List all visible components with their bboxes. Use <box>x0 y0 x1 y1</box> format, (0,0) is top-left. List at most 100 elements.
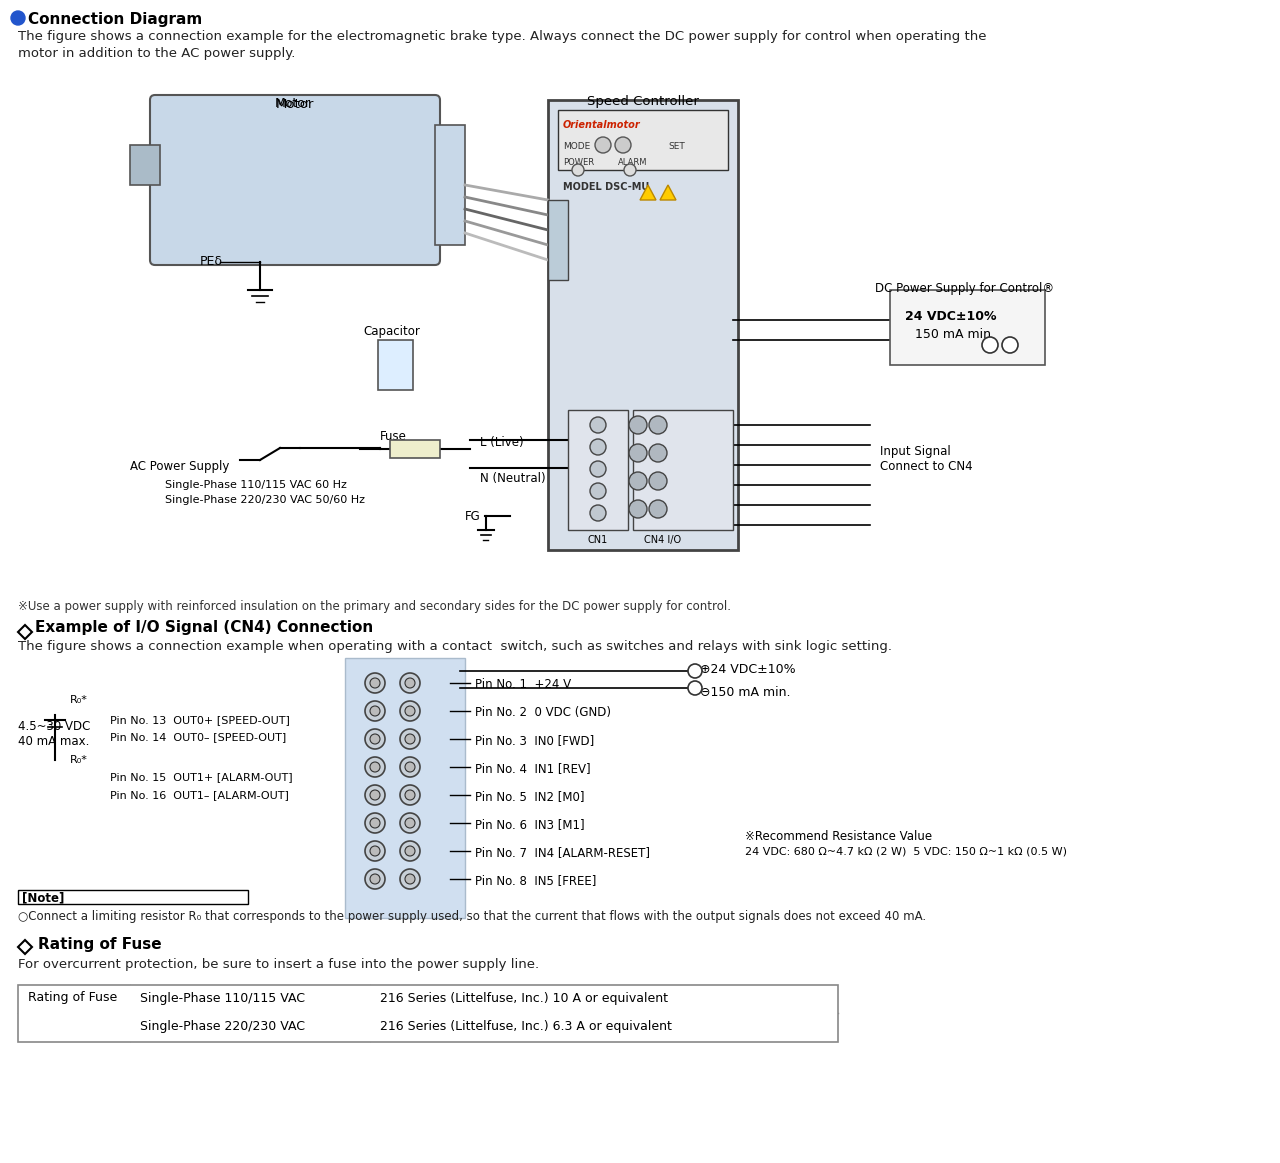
Text: 24 VDC: 680 Ω~4.7 kΩ (2 W)  5 VDC: 150 Ω~1 kΩ (0.5 W): 24 VDC: 680 Ω~4.7 kΩ (2 W) 5 VDC: 150 Ω~… <box>745 847 1068 857</box>
Circle shape <box>404 846 415 856</box>
Text: Pin No. 4  IN1 [REV]: Pin No. 4 IN1 [REV] <box>475 762 590 775</box>
Circle shape <box>649 444 667 462</box>
Text: Orientalmotor: Orientalmotor <box>563 120 640 130</box>
Circle shape <box>590 418 605 433</box>
Text: R₀*: R₀* <box>70 695 88 705</box>
Text: The figure shows a connection example for the electromagnetic brake type. Always: The figure shows a connection example fo… <box>18 30 987 43</box>
Circle shape <box>689 682 701 695</box>
Text: Motor: Motor <box>275 97 311 110</box>
Circle shape <box>370 706 380 716</box>
Text: The figure shows a connection example when operating with a contact  switch, suc: The figure shows a connection example wh… <box>18 640 892 652</box>
Circle shape <box>401 785 420 805</box>
Polygon shape <box>660 185 676 200</box>
Circle shape <box>401 813 420 833</box>
Circle shape <box>572 164 584 176</box>
Circle shape <box>365 673 385 693</box>
Circle shape <box>404 706 415 716</box>
Text: Single-Phase 220/230 VAC: Single-Phase 220/230 VAC <box>140 1020 305 1033</box>
Circle shape <box>404 762 415 772</box>
Circle shape <box>404 790 415 800</box>
Text: For overcurrent protection, be sure to insert a fuse into the power supply line.: For overcurrent protection, be sure to i… <box>18 958 539 971</box>
Text: Connect to CN4: Connect to CN4 <box>881 461 973 473</box>
Circle shape <box>370 875 380 884</box>
Text: 216 Series (Littelfuse, Inc.) 10 A or equivalent: 216 Series (Littelfuse, Inc.) 10 A or eq… <box>380 992 668 1005</box>
Text: 150 mA min.: 150 mA min. <box>915 328 995 341</box>
Circle shape <box>625 164 636 176</box>
Text: L (Live): L (Live) <box>480 436 524 449</box>
Circle shape <box>982 337 998 354</box>
Text: Pin No. 7  IN4 [ALARM-RESET]: Pin No. 7 IN4 [ALARM-RESET] <box>475 846 650 859</box>
Bar <box>558 110 728 170</box>
Circle shape <box>365 757 385 777</box>
Circle shape <box>649 500 667 518</box>
Circle shape <box>365 729 385 749</box>
Bar <box>378 340 413 390</box>
Circle shape <box>614 137 631 154</box>
Text: Pin No. 3  IN0 [FWD]: Pin No. 3 IN0 [FWD] <box>475 734 594 747</box>
Polygon shape <box>18 940 32 954</box>
Text: Pin No. 1  +24 V: Pin No. 1 +24 V <box>475 678 571 691</box>
Text: Capacitor: Capacitor <box>364 324 420 338</box>
Text: Connection Diagram: Connection Diagram <box>28 12 202 27</box>
Text: AC Power Supply: AC Power Supply <box>131 461 229 473</box>
Text: FG: FG <box>465 511 481 523</box>
Circle shape <box>401 729 420 749</box>
Circle shape <box>370 790 380 800</box>
Circle shape <box>370 846 380 856</box>
Bar <box>131 145 160 185</box>
Circle shape <box>401 757 420 777</box>
Bar <box>435 124 465 245</box>
Text: N (Neutral): N (Neutral) <box>480 472 545 485</box>
Text: Pin No. 2  0 VDC (GND): Pin No. 2 0 VDC (GND) <box>475 706 611 719</box>
Circle shape <box>404 678 415 688</box>
Text: ※Recommend Resistance Value: ※Recommend Resistance Value <box>745 830 932 843</box>
Text: Rating of Fuse: Rating of Fuse <box>38 937 161 952</box>
Circle shape <box>370 734 380 744</box>
Circle shape <box>1002 337 1018 354</box>
Bar <box>18 890 248 904</box>
Circle shape <box>370 818 380 828</box>
Text: ※Use a power supply with reinforced insulation on the primary and secondary side: ※Use a power supply with reinforced insu… <box>18 600 731 613</box>
Text: CN1: CN1 <box>588 535 608 545</box>
Circle shape <box>365 841 385 861</box>
Circle shape <box>365 813 385 833</box>
Text: Pin No. 16  OUT1– [ALARM-OUT]: Pin No. 16 OUT1– [ALARM-OUT] <box>110 790 289 800</box>
Text: CN4 I/O: CN4 I/O <box>644 535 681 545</box>
Text: [Note]: [Note] <box>22 891 64 904</box>
Circle shape <box>649 472 667 490</box>
Circle shape <box>628 472 646 490</box>
Circle shape <box>689 664 701 678</box>
Text: POWER: POWER <box>563 158 594 167</box>
Text: SET: SET <box>668 142 685 151</box>
Text: 216 Series (Littelfuse, Inc.) 6.3 A or equivalent: 216 Series (Littelfuse, Inc.) 6.3 A or e… <box>380 1020 672 1033</box>
Bar <box>568 411 628 530</box>
Text: Fuse: Fuse <box>380 430 407 443</box>
Circle shape <box>401 701 420 721</box>
Bar <box>18 985 838 1042</box>
Circle shape <box>595 137 611 154</box>
Text: R₀*: R₀* <box>70 755 88 765</box>
Text: MODE: MODE <box>563 142 590 151</box>
Bar <box>548 100 739 550</box>
Text: Rating of Fuse: Rating of Fuse <box>28 991 118 1004</box>
Bar <box>346 658 465 918</box>
Bar <box>390 440 440 458</box>
Text: Single-Phase 110/115 VAC 60 Hz: Single-Phase 110/115 VAC 60 Hz <box>165 480 347 490</box>
Circle shape <box>590 461 605 477</box>
Text: Pin No. 6  IN3 [M1]: Pin No. 6 IN3 [M1] <box>475 818 585 832</box>
Text: 24 VDC±10%: 24 VDC±10% <box>905 311 997 323</box>
Circle shape <box>401 869 420 889</box>
Circle shape <box>628 500 646 518</box>
FancyBboxPatch shape <box>150 95 440 265</box>
Circle shape <box>649 416 667 434</box>
Text: 4.5~30 VDC: 4.5~30 VDC <box>18 720 91 733</box>
Text: Pin No. 13  OUT0+ [SPEED-OUT]: Pin No. 13 OUT0+ [SPEED-OUT] <box>110 715 289 725</box>
Text: Motor: Motor <box>275 98 314 110</box>
Circle shape <box>365 785 385 805</box>
Circle shape <box>404 734 415 744</box>
Circle shape <box>628 416 646 434</box>
Circle shape <box>401 841 420 861</box>
Circle shape <box>404 875 415 884</box>
Text: 40 mA max.: 40 mA max. <box>18 735 90 748</box>
Circle shape <box>590 483 605 499</box>
